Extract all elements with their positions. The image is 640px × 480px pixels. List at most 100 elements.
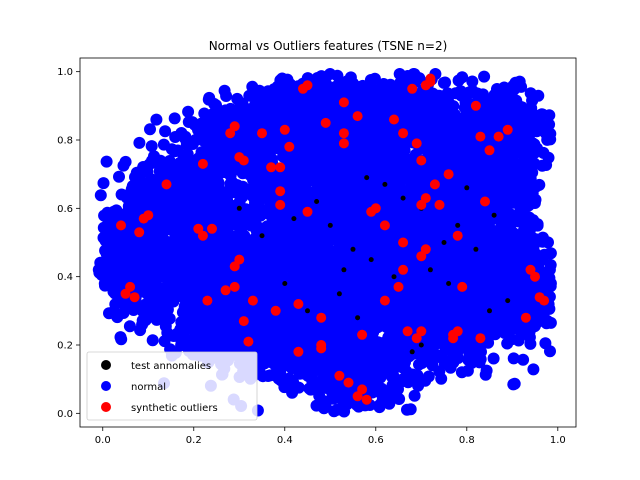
normal-point — [540, 317, 553, 330]
normal-point — [501, 197, 514, 210]
normal-point — [395, 205, 408, 218]
normal-point — [449, 154, 462, 166]
normal-point — [526, 158, 539, 171]
normal-point — [384, 243, 397, 256]
normal-point — [468, 121, 481, 134]
normal-point — [381, 189, 394, 202]
normal-point — [448, 212, 461, 225]
normal-point — [371, 139, 384, 152]
normal-point — [544, 133, 557, 146]
normal-point — [133, 136, 146, 149]
normal-point — [327, 253, 340, 266]
normal-point — [327, 273, 340, 286]
normal-point — [351, 242, 364, 255]
normal-point — [521, 294, 534, 307]
normal-point — [297, 222, 310, 235]
normal-point — [432, 132, 445, 145]
normal-point — [527, 137, 539, 150]
normal-point — [426, 115, 439, 128]
normal-point — [414, 102, 427, 115]
normal-point — [437, 181, 450, 194]
normal-point — [509, 297, 522, 310]
normal-point — [489, 95, 502, 108]
normal-point — [389, 150, 402, 163]
normal-point — [542, 151, 555, 164]
normal-point — [529, 281, 542, 294]
normal-point — [379, 204, 392, 216]
normal-point — [508, 377, 521, 390]
normal-point — [264, 208, 277, 221]
normal-point — [134, 324, 147, 337]
normal-point — [543, 109, 556, 122]
normal-point — [150, 313, 163, 326]
normal-point — [320, 212, 333, 225]
normal-point — [123, 320, 136, 333]
normal-point — [374, 96, 387, 109]
normal-point — [442, 120, 455, 132]
normal-point — [107, 305, 120, 318]
normal-point — [419, 214, 432, 227]
normal-point — [412, 173, 425, 186]
normal-point — [455, 89, 468, 102]
normal-point — [493, 244, 505, 256]
chart-title: Normal vs Outliers features (TSNE n=2) — [209, 39, 448, 53]
normal-point — [337, 234, 350, 247]
normal-point — [349, 128, 362, 141]
normal-point — [380, 149, 392, 162]
normal-point — [317, 176, 330, 189]
normal-point — [528, 313, 541, 326]
normal-point — [329, 216, 342, 229]
normal-point — [157, 196, 170, 209]
normal-point — [347, 171, 359, 183]
normal-point — [127, 253, 140, 266]
normal-point — [299, 277, 312, 289]
normal-point — [525, 322, 537, 335]
normal-point — [251, 197, 264, 210]
normal-points-layer — [92, 68, 557, 418]
normal-point — [489, 226, 502, 239]
normal-point — [350, 158, 363, 171]
normal-point — [452, 114, 465, 127]
normal-point — [371, 179, 384, 192]
normal-point — [455, 142, 467, 155]
normal-point — [384, 126, 397, 139]
normal-point — [424, 234, 437, 247]
normal-point — [335, 169, 348, 182]
normal-point — [526, 166, 539, 179]
normal-point — [463, 211, 476, 223]
normal-point — [342, 192, 355, 205]
normal-point — [473, 204, 486, 217]
normal-point — [312, 222, 324, 235]
normal-point — [511, 125, 524, 138]
normal-point — [287, 176, 300, 189]
normal-point — [505, 162, 518, 175]
normal-point — [255, 224, 268, 237]
normal-point — [117, 159, 130, 172]
normal-point — [324, 227, 337, 240]
normal-point — [365, 156, 378, 169]
normal-point — [480, 287, 493, 300]
normal-point — [368, 72, 381, 85]
normal-point — [345, 253, 358, 266]
normal-point — [451, 180, 464, 193]
normal-point — [469, 143, 482, 156]
normal-point — [528, 197, 541, 209]
normal-point — [368, 241, 381, 254]
normal-point — [526, 94, 539, 106]
normal-point — [507, 352, 520, 365]
normal-point — [353, 207, 366, 220]
normal-point — [433, 212, 446, 225]
normal-point — [300, 194, 313, 207]
normal-point — [369, 216, 382, 229]
normal-point — [518, 113, 531, 126]
normal-point — [471, 230, 484, 242]
normal-point — [385, 173, 398, 186]
normal-point — [408, 164, 421, 177]
normal-point — [145, 140, 158, 153]
normal-point — [487, 110, 500, 123]
normal-point — [458, 132, 471, 145]
normal-point — [408, 208, 421, 221]
normal-point — [502, 254, 515, 267]
normal-point — [439, 76, 452, 89]
normal-point — [499, 270, 512, 283]
